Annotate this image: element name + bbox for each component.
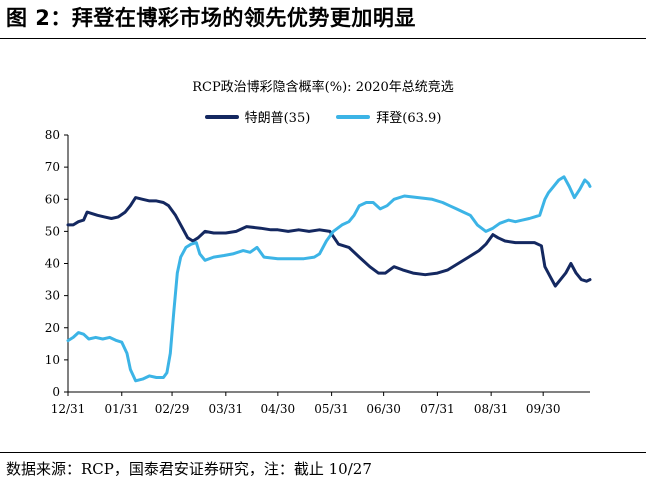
x-tick-label-4: 04/30	[261, 402, 296, 416]
y-tick-label-20: 20	[45, 321, 60, 335]
x-tick-label-9: 09/30	[526, 402, 561, 416]
chart-legend: 特朗普(35) 拜登(63.9)	[0, 107, 646, 126]
y-tick-label-50: 50	[45, 224, 60, 238]
y-tick-label-0: 0	[52, 385, 60, 399]
y-tick-label-60: 60	[45, 192, 60, 206]
x-tick-label-0: 12/31	[51, 402, 86, 416]
x-tick-label-3: 03/31	[209, 402, 244, 416]
figure-title: 图 2：拜登在博彩市场的领先优势更加明显	[6, 6, 416, 30]
legend-swatch-biden	[336, 114, 371, 119]
source-note: 数据来源：RCP，国泰君安证券研究，注：截止 10/27	[6, 460, 372, 478]
x-tick-label-8: 08/31	[474, 402, 509, 416]
legend-item-trump: 特朗普(35)	[204, 107, 311, 126]
chart-title: RCP政治博彩隐含概率(%): 2020年总统竞选	[192, 80, 454, 95]
x-tick-label-2: 02/29	[155, 402, 190, 416]
y-tick-label-30: 30	[45, 289, 60, 303]
bottom-rule	[0, 452, 646, 453]
x-tick-label-5: 05/31	[314, 402, 349, 416]
y-tick-label-10: 10	[45, 353, 60, 367]
series-line-biden	[66, 175, 592, 383]
legend-item-biden: 拜登(63.9)	[336, 107, 441, 126]
y-tick-label-80: 80	[45, 128, 60, 142]
legend-swatch-trump	[204, 114, 239, 119]
series-line-trump	[66, 196, 592, 288]
y-tick-label-40: 40	[45, 257, 60, 271]
x-tick-label-7: 07/31	[420, 402, 455, 416]
x-tick-label-6: 06/30	[366, 402, 401, 416]
legend-label-trump: 特朗普(35)	[244, 111, 311, 126]
x-tick-label-1: 01/31	[104, 402, 139, 416]
legend-label-biden: 拜登(63.9)	[376, 111, 442, 126]
y-tick-label-70: 70	[45, 160, 60, 174]
top-rule	[0, 38, 646, 39]
